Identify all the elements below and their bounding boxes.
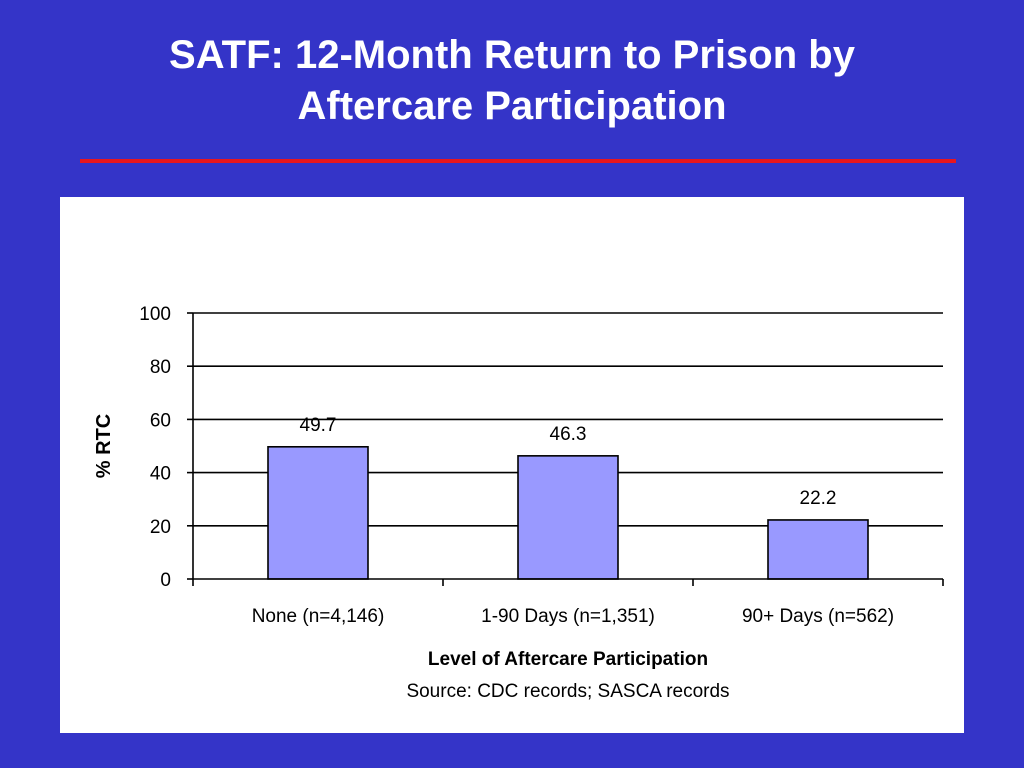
slide-title-line-1: SATF: 12-Month Return to Prison by — [169, 33, 855, 77]
y-tick-label: 60 — [150, 410, 171, 431]
x-category-label: None (n=4,146) — [252, 606, 385, 627]
bar-data-label: 22.2 — [800, 488, 837, 509]
title-divider-rule — [80, 159, 956, 163]
slide-title-line-2: Aftercare Participation — [297, 84, 727, 128]
bar-data-label: 49.7 — [300, 415, 337, 436]
bars — [267, 445, 869, 580]
y-tick-label: 20 — [150, 517, 171, 538]
y-tick-label: 80 — [150, 357, 171, 378]
bar — [767, 519, 869, 580]
y-tick-label: 40 — [150, 464, 171, 485]
bar-data-label: 46.3 — [550, 424, 587, 445]
x-category-label: 90+ Days (n=562) — [742, 606, 894, 627]
bar — [267, 445, 369, 580]
y-axis-title: % RTC — [93, 414, 115, 478]
source-note: Source: CDC records; SASCA records — [406, 681, 729, 702]
x-axis-title: Level of Aftercare Participation — [428, 649, 708, 670]
slide-title: SATF: 12-Month Return to Prison by After… — [80, 30, 944, 132]
x-category-label: 1-90 Days (n=1,351) — [481, 606, 655, 627]
bar-chart: 0 20 40 60 80 100 49.7 None (n=4,146) 46.3 1-90 D… — [93, 304, 944, 702]
y-tick-label: 100 — [139, 304, 171, 325]
y-tick-label: 0 — [160, 570, 171, 591]
chart-panel: 0 20 40 60 80 100 49.7 None (n=4,146) 46.3 1-90 D… — [60, 197, 964, 733]
bar — [517, 455, 619, 580]
axes — [187, 312, 944, 586]
labels: 0 20 40 60 80 100 49.7 None (n=4,146) 46.3 1-90 D… — [139, 304, 894, 627]
